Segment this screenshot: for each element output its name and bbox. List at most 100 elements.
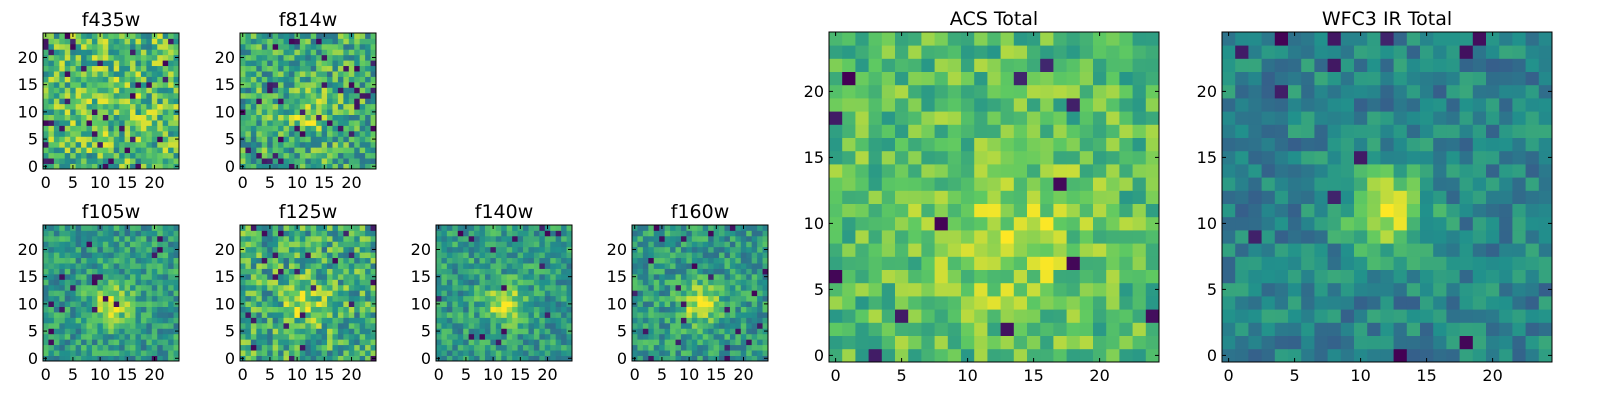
heatmap-cell (697, 344, 704, 351)
heatmap-cell (59, 355, 66, 362)
heatmap-cell (1274, 177, 1289, 191)
heatmap-cell (261, 241, 268, 248)
heatmap-cell (278, 339, 284, 346)
heatmap-cell (130, 328, 136, 335)
heatmap-cell (278, 38, 284, 45)
heatmap-cell (108, 103, 115, 110)
heatmap-cell (1079, 216, 1094, 231)
heatmap-cell (1222, 230, 1236, 244)
heatmap-cell (1145, 58, 1160, 72)
heatmap-cell (561, 235, 567, 242)
heatmap-cell (173, 87, 180, 94)
heatmap-cell (713, 235, 720, 242)
heatmap-cell (713, 295, 720, 302)
heatmap-cell (974, 348, 988, 363)
heatmap-cell (151, 312, 158, 318)
heatmap-cell (1066, 124, 1081, 138)
heatmap-cell (1459, 203, 1474, 218)
heatmap-cell (272, 344, 279, 351)
heatmap-cell (566, 312, 573, 318)
heatmap-cell (108, 158, 115, 164)
heatmap-cell (1053, 150, 1067, 165)
heatmap-cell (354, 290, 361, 297)
heatmap-cell (75, 158, 82, 164)
heatmap-cell (855, 45, 869, 59)
heatmap-cell (102, 54, 109, 61)
y-tick-label: 20 (607, 240, 627, 259)
heatmap-cell (452, 344, 459, 351)
heatmap-cell (53, 322, 60, 329)
heatmap-cell (533, 279, 540, 286)
heatmap-cell (91, 114, 98, 121)
heatmap-cell (1093, 98, 1107, 112)
heatmap-cell (278, 87, 284, 94)
heatmap-cell (1066, 58, 1081, 72)
heatmap-cell (1301, 230, 1315, 244)
heatmap-cell (855, 243, 869, 257)
heatmap-cell (1027, 111, 1041, 125)
heatmap-cell (278, 158, 284, 164)
heatmap-cell (162, 317, 169, 324)
heatmap-cell (724, 279, 731, 286)
heatmap-cell (642, 295, 649, 302)
heatmap-cell (642, 263, 649, 269)
heatmap-cell (713, 241, 720, 248)
heatmap-cell (278, 273, 284, 280)
heatmap-cell (240, 279, 246, 286)
heatmap-cell (119, 158, 125, 164)
heatmap-cell (1235, 243, 1249, 257)
heatmap-cell (868, 150, 883, 165)
heatmap-cell (53, 339, 60, 346)
heatmap-cell (501, 328, 508, 335)
heatmap-cell (1040, 84, 1054, 99)
heatmap-cell (267, 141, 274, 148)
heatmap-cell (162, 33, 169, 39)
heatmap-cell (1079, 164, 1094, 178)
heatmap-cell (1106, 84, 1120, 99)
heatmap-cell (675, 317, 682, 324)
heatmap-cell (81, 98, 87, 105)
heatmap-cell (299, 120, 306, 126)
heatmap-cell (343, 54, 350, 61)
heatmap-cell (648, 273, 655, 280)
heatmap-cell (151, 295, 158, 302)
heatmap-cell (1119, 296, 1133, 310)
heatmap-cell (97, 235, 104, 242)
heatmap-cell (310, 225, 317, 231)
heatmap-cell (64, 322, 71, 329)
heatmap-cell (1486, 309, 1500, 323)
heatmap-cell (119, 87, 125, 94)
heatmap-cell (261, 257, 268, 264)
panel-title: f105w (82, 201, 141, 223)
heatmap-cell (343, 312, 350, 318)
heatmap-cell (168, 333, 174, 340)
heatmap-cell (365, 81, 371, 88)
heatmap-cell (719, 312, 725, 318)
heatmap-cell (288, 98, 295, 105)
y-tick-label: 10 (18, 102, 38, 121)
heatmap-cell (697, 322, 704, 329)
heatmap-cell (648, 333, 655, 340)
heatmap-cell (151, 114, 158, 121)
heatmap-cell (1261, 296, 1276, 310)
heatmap-cell (1013, 137, 1028, 152)
heatmap-cell (735, 263, 742, 269)
y-tick-label: 5 (617, 322, 627, 341)
heatmap-cell (288, 114, 295, 121)
heatmap-cell (151, 65, 158, 72)
heatmap-cell (261, 103, 268, 110)
heatmap-cell (53, 230, 60, 237)
heatmap-cell (102, 344, 109, 351)
heatmap-cell (250, 252, 257, 259)
heatmap-cell (316, 312, 322, 318)
heatmap-cells (436, 225, 573, 362)
heatmap-cell (294, 350, 301, 356)
heatmap-cell (348, 92, 355, 99)
heatmap-cell (740, 263, 747, 269)
heatmap-cell (1486, 348, 1500, 363)
heatmap-cell (354, 38, 361, 45)
y-tick-label: 15 (215, 267, 235, 286)
heatmap-cell (881, 111, 896, 125)
heatmap-cell (135, 38, 142, 45)
heatmap-cell (250, 241, 257, 248)
